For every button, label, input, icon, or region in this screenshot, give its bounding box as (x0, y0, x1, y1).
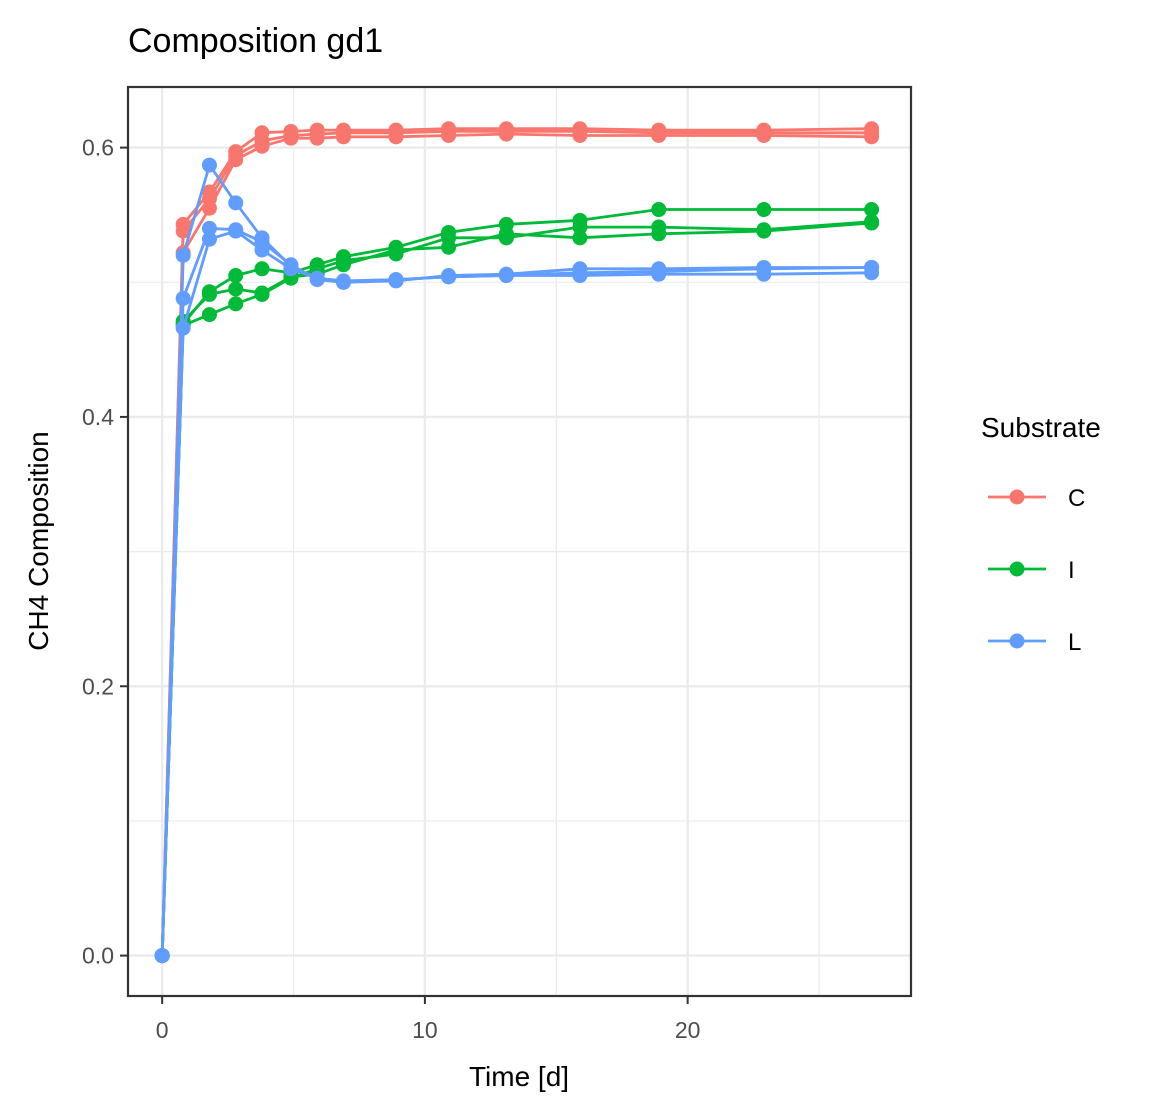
data-point (572, 219, 588, 235)
data-point (335, 129, 351, 145)
legend-key-point (1009, 561, 1025, 577)
data-point (228, 296, 244, 312)
data-point (309, 130, 325, 146)
data-point (228, 152, 244, 168)
y-tick-label: 0.0 (82, 943, 114, 969)
legend-item-L: L (988, 629, 1081, 656)
data-point (572, 127, 588, 143)
data-point (388, 129, 404, 145)
data-point (572, 268, 588, 284)
legend-label: C (1068, 485, 1085, 512)
data-point (175, 290, 191, 306)
data-point (228, 223, 244, 239)
data-point (175, 223, 191, 239)
legend-entries: C I L (988, 485, 1085, 656)
data-point (228, 195, 244, 211)
data-point (228, 281, 244, 297)
y-tick-label: 0.4 (82, 404, 114, 430)
data-point (864, 202, 880, 218)
data-point (283, 130, 299, 146)
data-point (756, 202, 772, 218)
y-tick-label: 0.2 (82, 673, 114, 699)
data-point (651, 226, 667, 242)
data-point (309, 270, 325, 286)
data-point (228, 268, 244, 284)
legend-item-I: I (988, 557, 1075, 584)
data-point (651, 202, 667, 218)
data-point (201, 157, 217, 173)
chart-title: Composition gd1 (128, 22, 383, 60)
legend-key-point (1009, 633, 1025, 649)
data-point (201, 286, 217, 302)
data-point (498, 126, 514, 142)
data-point (201, 231, 217, 247)
data-point (175, 247, 191, 263)
data-point (175, 320, 191, 336)
legend-label: I (1068, 557, 1075, 584)
y-tick-label: 0.6 (82, 135, 114, 161)
data-point (756, 266, 772, 282)
legend-item-C: C (988, 485, 1085, 512)
data-point (864, 265, 880, 281)
data-point (388, 272, 404, 288)
series-layer (154, 121, 880, 964)
legend-title: Substrate (981, 412, 1101, 443)
data-point (756, 127, 772, 143)
x-tick-label: 20 (675, 1017, 701, 1043)
data-point (441, 239, 457, 255)
data-point (154, 948, 170, 964)
data-point (572, 230, 588, 246)
data-point (498, 226, 514, 242)
data-point (441, 127, 457, 143)
data-point (498, 268, 514, 284)
data-point (335, 273, 351, 289)
data-point (283, 261, 299, 277)
data-point (254, 285, 270, 301)
x-tick-label: 0 (156, 1017, 169, 1043)
data-point (201, 220, 217, 236)
data-point (335, 257, 351, 273)
legend: Substrate C I L (981, 412, 1101, 656)
data-point (441, 269, 457, 285)
x-axis-label: Time [d] (469, 1061, 569, 1092)
data-point (756, 223, 772, 239)
series-L (154, 223, 880, 964)
plot-border (126, 85, 913, 998)
data-point (388, 242, 404, 258)
data-point (864, 129, 880, 145)
legend-key-point (1009, 489, 1025, 505)
data-point (201, 200, 217, 216)
data-point (254, 261, 270, 277)
data-point (201, 307, 217, 323)
data-point (651, 266, 667, 282)
data-point (254, 138, 270, 154)
y-axis-label: CH4 Composition (23, 431, 54, 650)
data-point (864, 215, 880, 231)
legend-label: L (1068, 629, 1081, 656)
data-point (254, 242, 270, 258)
x-tick-label: 10 (412, 1017, 438, 1043)
axis-layer: 0 10 20 0.0 0.2 0.4 0.6 (82, 135, 700, 1043)
data-point (651, 127, 667, 143)
